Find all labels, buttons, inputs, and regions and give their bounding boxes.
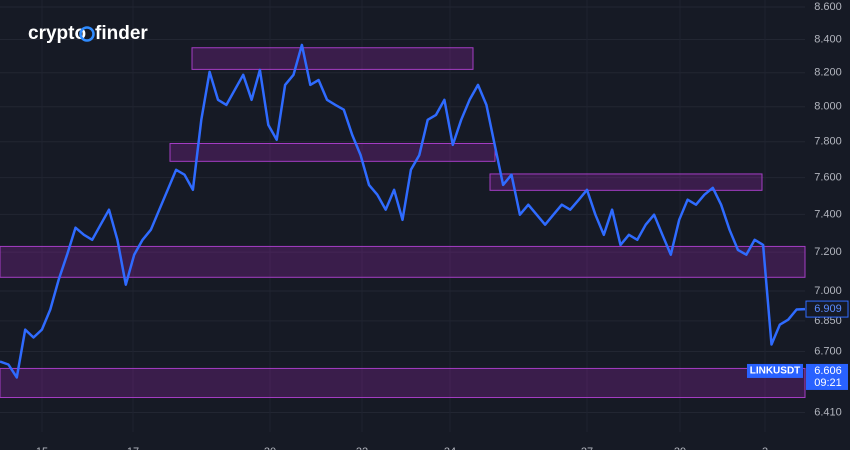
x-tick-label: 20 bbox=[264, 446, 276, 450]
x-tick-label: 27 bbox=[581, 446, 593, 450]
y-tick-label: 7.200 bbox=[814, 246, 842, 258]
logo-left: crypto bbox=[28, 23, 86, 44]
zone bbox=[489, 173, 763, 191]
y-tick-label: 7.000 bbox=[814, 285, 842, 297]
x-tick-label: 22 bbox=[356, 446, 368, 450]
marker-name: LINKUSDT bbox=[750, 366, 801, 377]
marker-name-box bbox=[747, 363, 803, 378]
y-tick-label: 6.700 bbox=[814, 345, 842, 357]
y-tick-label: 7.600 bbox=[814, 171, 842, 183]
marker-time: 09:21 bbox=[814, 377, 842, 389]
y-tick-label: 7.400 bbox=[814, 208, 842, 220]
price-line bbox=[0, 43, 806, 379]
x-tick-label: 3 bbox=[762, 446, 768, 450]
y-tick-label: 8.000 bbox=[814, 101, 842, 113]
y-tick-label: 6.410 bbox=[814, 406, 842, 418]
logo-icon bbox=[79, 26, 95, 42]
x-tick-label: 17 bbox=[127, 446, 139, 450]
x-tick-label: 15 bbox=[36, 446, 48, 450]
x-tick-label: 24 bbox=[444, 446, 456, 450]
marker-box bbox=[806, 363, 848, 390]
last-price-box bbox=[805, 300, 849, 318]
zone bbox=[0, 367, 806, 399]
y-tick-label: 8.400 bbox=[814, 33, 842, 45]
marker-value: 6.606 bbox=[814, 365, 842, 377]
logo-right: finder bbox=[95, 23, 148, 44]
last-price-label: 6.909 bbox=[814, 303, 842, 315]
x-tick-label: 29 bbox=[674, 446, 686, 450]
y-tick-label: 7.800 bbox=[814, 136, 842, 148]
zone bbox=[191, 47, 474, 70]
y-tick-label: 6.850 bbox=[814, 315, 842, 327]
zone bbox=[169, 143, 496, 162]
y-tick-label: 8.600 bbox=[814, 1, 842, 13]
y-tick-label: 8.200 bbox=[814, 67, 842, 79]
